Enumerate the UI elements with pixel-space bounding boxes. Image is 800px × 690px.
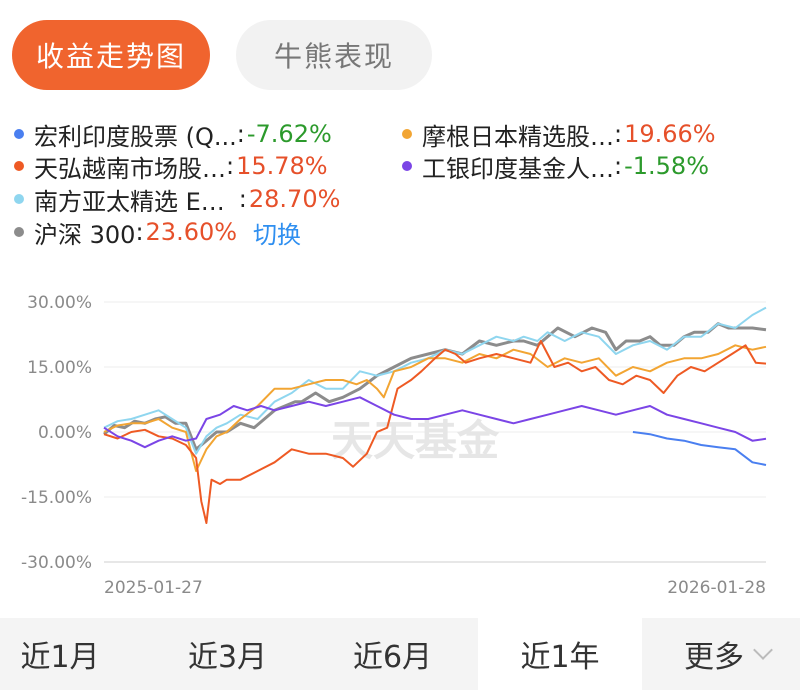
y-axis-ticks: 30.00% 15.00% 0.00% -15.00% -30.00%: [21, 293, 92, 573]
chevron-down-icon: [753, 640, 773, 660]
legend-value: 19.66%: [624, 120, 716, 148]
legend-dot: [14, 227, 24, 237]
period-more[interactable]: 更多: [654, 618, 800, 690]
legend-item-icbc-india: 工银印度基金人… : -1.58%: [402, 150, 709, 183]
switch-link[interactable]: 切换: [253, 220, 302, 249]
legend-item-csi300: 沪深 300 : 23.60% 切换: [14, 216, 302, 249]
series-line: [103, 306, 767, 455]
period-1m[interactable]: 近1月: [20, 640, 100, 675]
legend-value: 15.78%: [236, 152, 328, 180]
legend-item-tianhong-vietnam: 天弘越南市场股… : 15.78%: [14, 150, 328, 183]
period-1y[interactable]: 近1年: [478, 618, 642, 690]
legend-label: 宏利印度股票 (Q...: [34, 122, 237, 151]
legend-sep: :: [236, 120, 245, 148]
legend-sep: :: [614, 120, 623, 148]
x-axis-labels: 2025-01-27 2026-01-28: [104, 578, 766, 598]
legend-label: 南方亚太精选 E…: [34, 187, 225, 216]
legend-value: -7.62%: [246, 120, 332, 148]
legend-dot: [402, 129, 412, 139]
legend-value: -1.58%: [624, 152, 709, 180]
x-tick-label: 2026-01-28: [667, 578, 766, 598]
legend-value: 23.60%: [145, 218, 238, 246]
x-tick-label: 2025-01-27: [104, 578, 203, 598]
period-bar: 近1月 近3月 近6月 近1年 更多: [0, 618, 800, 690]
return-line-chart: 天天基金 30.00% 15.00% 0.00% -15.00% -30.00% 202…: [21, 293, 767, 598]
legend-sep: :: [238, 185, 247, 213]
period-more-label: 更多: [684, 640, 744, 675]
legend-label: 天弘越南市场股…: [34, 154, 226, 183]
legend-item-hongli-india: 宏利印度股票 (Q... : -7.62%: [14, 118, 332, 151]
series-line: [103, 396, 767, 449]
y-tick-label: 30.00%: [27, 293, 92, 313]
chart-series: [103, 306, 767, 524]
series-line: [103, 340, 767, 524]
series-line: [103, 322, 767, 451]
legend-item-jpmorgan-japan: 摩根日本精选股… : 19.66%: [402, 118, 716, 151]
legend-dot: [14, 194, 24, 204]
legend-label: 摩根日本精选股…: [422, 122, 614, 151]
legend-label: 沪深 300: [34, 220, 136, 249]
tab-bull-bear[interactable]: 牛熊表现: [236, 20, 432, 90]
legend-sep: :: [135, 218, 144, 246]
legend-dot: [14, 129, 24, 139]
legend-sep: :: [614, 152, 623, 180]
legend-label: 工银印度基金人…: [422, 154, 614, 183]
legend-value: 28.70%: [248, 185, 341, 213]
tab-return-trend[interactable]: 收益走势图: [12, 20, 210, 90]
y-tick-label: -15.00%: [21, 488, 92, 508]
period-6m[interactable]: 近6月: [352, 640, 433, 675]
watermark: 天天基金: [331, 416, 500, 465]
y-tick-label: -30.00%: [21, 553, 92, 573]
series-line: [103, 344, 767, 472]
period-3m[interactable]: 近3月: [187, 640, 268, 675]
legend-dot: [402, 161, 412, 171]
y-tick-label: 15.00%: [27, 358, 92, 378]
series-line: [632, 431, 767, 466]
y-tick-label: 0.00%: [38, 423, 92, 443]
legend-item-southern-apac: 南方亚太精选 E… : 28.70%: [14, 183, 341, 216]
legend-sep: :: [226, 152, 235, 180]
legend-dot: [14, 161, 24, 171]
